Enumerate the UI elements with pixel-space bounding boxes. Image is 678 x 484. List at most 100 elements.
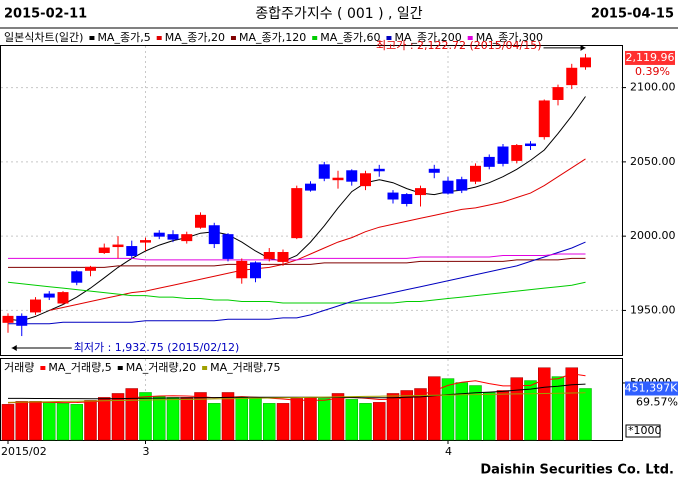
y-tick-label: 1950.00 bbox=[630, 303, 676, 316]
candle-body bbox=[318, 164, 330, 179]
volume-bar bbox=[111, 393, 125, 441]
volume-bar bbox=[29, 401, 42, 441]
volume-panel bbox=[0, 358, 623, 441]
ma-line bbox=[8, 241, 586, 325]
candle-body bbox=[71, 271, 83, 283]
volume-bar bbox=[166, 397, 180, 441]
change: 0.39% bbox=[635, 65, 670, 78]
volume-last: 451,397K bbox=[625, 382, 678, 395]
candle-body bbox=[332, 177, 344, 181]
volume-bar bbox=[538, 367, 551, 441]
candle-body bbox=[98, 247, 110, 253]
ma-line bbox=[8, 253, 586, 261]
volume-bar bbox=[331, 393, 345, 441]
candle-body bbox=[428, 168, 440, 173]
candle-body bbox=[373, 168, 385, 172]
legend-swatch bbox=[156, 36, 162, 40]
volume-bar bbox=[43, 402, 56, 441]
legend-swatch bbox=[89, 36, 95, 40]
candle-body bbox=[30, 299, 41, 313]
legend-swatch bbox=[312, 36, 318, 40]
candle-body bbox=[511, 145, 523, 161]
volume-bar bbox=[290, 398, 303, 441]
legend-entry: MA_종가,60 bbox=[320, 31, 380, 44]
volume-bar bbox=[359, 403, 372, 441]
volume-bar bbox=[98, 397, 111, 441]
candle-body bbox=[456, 179, 468, 191]
legend-swatch bbox=[230, 36, 236, 40]
high-label: 최고가 : 2,122.72 (2015/04/15) bbox=[376, 39, 542, 52]
x-tick-label: 4 bbox=[445, 445, 452, 458]
volume-bar bbox=[249, 398, 262, 441]
volume-bar bbox=[208, 403, 221, 441]
legend-entry: MA_종가,200 bbox=[394, 31, 461, 44]
candle-body bbox=[140, 240, 151, 243]
volume-last-box bbox=[625, 381, 678, 396]
volume-bar bbox=[180, 397, 193, 441]
volume-bar bbox=[221, 392, 235, 441]
volume-unit: *1000 bbox=[628, 424, 662, 437]
arrow-head bbox=[11, 345, 17, 352]
volume-bar bbox=[428, 376, 441, 441]
unit-box bbox=[625, 424, 661, 438]
legend-entry: MA_거래량,75 bbox=[210, 361, 280, 374]
candle-body bbox=[195, 214, 206, 228]
volume-bar bbox=[524, 380, 537, 441]
volume-bar bbox=[84, 400, 97, 441]
candle-body bbox=[497, 146, 509, 164]
volume-bar bbox=[56, 403, 70, 441]
candle-body bbox=[470, 165, 481, 182]
volume-bar bbox=[263, 403, 276, 441]
volume-title: 거래량 bbox=[4, 361, 34, 374]
candle-body bbox=[552, 87, 564, 100]
legend-swatch bbox=[386, 36, 392, 40]
candle-body bbox=[580, 57, 591, 68]
source: Daishin Securities Co. Ltd. bbox=[480, 463, 674, 478]
volume-bar bbox=[15, 401, 28, 441]
price-panel bbox=[0, 45, 623, 356]
volume-bar bbox=[153, 396, 166, 441]
candle-body bbox=[277, 251, 289, 262]
chart-label: 일본식차트(일간) bbox=[4, 30, 83, 44]
volume-bar bbox=[455, 382, 468, 441]
candle-body bbox=[126, 246, 138, 256]
candle-body bbox=[181, 234, 193, 242]
ma-line bbox=[7, 392, 586, 403]
legend-swatch bbox=[202, 366, 208, 370]
candle-body bbox=[566, 67, 578, 86]
volume-bar bbox=[483, 392, 496, 441]
x-tick-label: 2015/02 bbox=[1, 445, 47, 458]
volume-bar bbox=[318, 398, 331, 441]
low-label: 최저가 : 1,932.75 (2015/02/12) bbox=[74, 341, 240, 354]
legend-swatch bbox=[40, 366, 46, 370]
volume-bar bbox=[125, 388, 138, 441]
legend-entry: MA_종가,120 bbox=[239, 31, 306, 44]
volume-bar bbox=[235, 397, 248, 441]
candle-body bbox=[222, 234, 234, 259]
candle-body bbox=[43, 293, 55, 298]
y-tick-label: 2000.00 bbox=[630, 229, 676, 242]
candle-body bbox=[346, 170, 358, 182]
chart-title: 종합주가지수 ( 001 ) , 일간 bbox=[255, 6, 423, 22]
volume-ratio: 69.57% bbox=[636, 396, 678, 409]
arrow-head bbox=[580, 44, 586, 51]
candle-body bbox=[538, 100, 550, 138]
volume-bar bbox=[70, 404, 83, 441]
ma-line bbox=[8, 257, 586, 268]
volume-bar bbox=[496, 390, 510, 441]
x-tick-label: 3 bbox=[143, 445, 150, 458]
end-date: 2015-04-15 bbox=[591, 7, 674, 22]
volume-bar bbox=[579, 388, 592, 441]
last-price-box bbox=[625, 50, 675, 65]
legend-swatch bbox=[467, 36, 473, 40]
legend-swatch bbox=[117, 366, 123, 370]
candle-body bbox=[153, 232, 165, 237]
y-tick-label: 2100.00 bbox=[630, 81, 676, 94]
volume-bar bbox=[139, 392, 152, 441]
candle-body bbox=[415, 188, 426, 196]
volume-bar bbox=[386, 393, 400, 441]
candle-body bbox=[167, 234, 179, 240]
legend-entry: MA_거래량,20 bbox=[126, 361, 196, 374]
candle-body bbox=[112, 244, 124, 248]
volume-bar bbox=[551, 376, 565, 441]
